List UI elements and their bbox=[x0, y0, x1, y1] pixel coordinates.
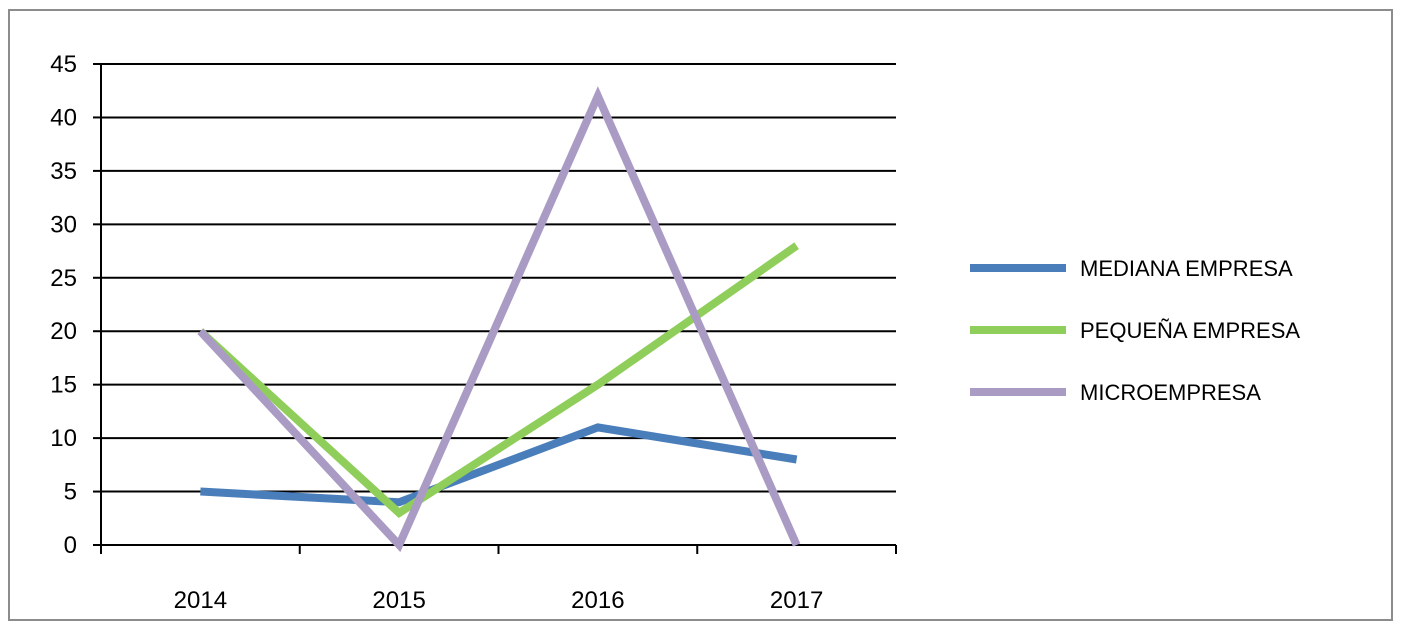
x-tick-label-2014: 2014 bbox=[174, 587, 227, 614]
legend-label: MICROEMPRESA bbox=[1080, 380, 1261, 405]
series-line-mediana-empresa bbox=[200, 423, 798, 507]
y-tick-label: 10 bbox=[50, 425, 77, 452]
gridlines bbox=[101, 63, 896, 493]
y-tick-label: 0 bbox=[64, 532, 77, 559]
legend-label: PEQUEÑA EMPRESA bbox=[1080, 318, 1300, 343]
legend-label: MEDIANA EMPRESA bbox=[1080, 256, 1293, 281]
series-line-pequeña-empresa bbox=[197, 242, 799, 518]
y-tick-label: 35 bbox=[50, 158, 77, 185]
y-tick-label: 40 bbox=[50, 104, 77, 131]
y-tick-label: 25 bbox=[50, 265, 77, 292]
x-tick-label-2017: 2017 bbox=[770, 587, 823, 614]
y-tick-label: 15 bbox=[50, 372, 77, 399]
y-tick-label: 45 bbox=[50, 51, 77, 78]
axes: 0 5 10 15 20 25 30 35 40 45 2014 2015 2016 2017 bbox=[50, 51, 897, 614]
x-tick-label-2015: 2015 bbox=[372, 587, 425, 614]
legend: MEDIANA EMPRESA PEQUEÑA EMPRESA MICROEMPRE… bbox=[970, 256, 1300, 405]
series-line-microempresa bbox=[197, 86, 801, 553]
series-lines bbox=[197, 86, 801, 553]
y-tick-label: 20 bbox=[50, 318, 77, 345]
y-tick-label: 30 bbox=[50, 211, 77, 238]
x-tick-label-2016: 2016 bbox=[571, 587, 624, 614]
y-tick-label: 5 bbox=[64, 479, 77, 506]
